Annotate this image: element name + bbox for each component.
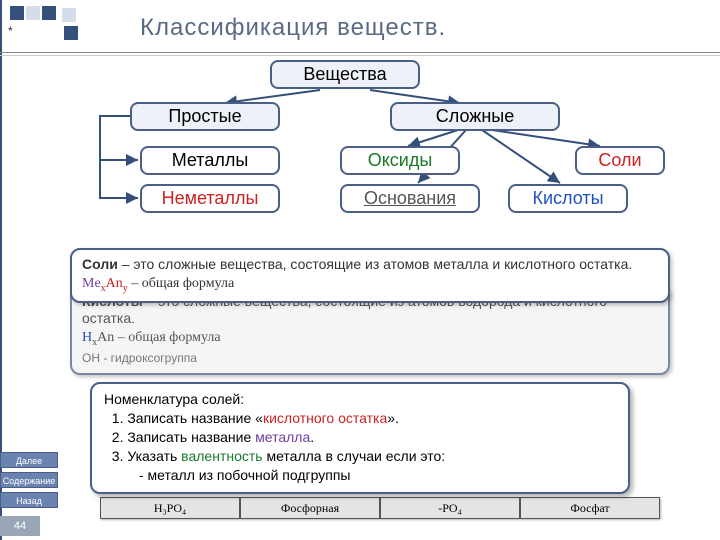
formula-tail: – общая формула <box>128 276 234 291</box>
card-salts-formula: MexAny – общая формула <box>82 276 234 291</box>
nav-back-button[interactable]: Назад <box>0 492 58 508</box>
nomen-2-em: металла <box>255 429 310 445</box>
acid-formula-tail: – общая формула <box>114 330 220 345</box>
card-acids-formula: НхAn – общая формула <box>82 330 221 345</box>
acid-formula-h: Н <box>82 330 92 345</box>
nomen-2-post: . <box>310 429 314 445</box>
nomen-3-sub: - металл из побочной подгруппы <box>104 467 350 483</box>
node-acids: Кислоты <box>508 184 628 213</box>
node-complex: Сложные <box>390 102 560 131</box>
node-bases[interactable]: Основания <box>340 184 480 213</box>
node-substances: Вещества <box>270 60 420 89</box>
card-salts-body: – это сложные вещества, состоящие из ато… <box>118 256 632 272</box>
table-cell: Фосфорная <box>240 497 380 519</box>
formula-an: An <box>106 276 123 291</box>
title-rule-1 <box>0 52 720 53</box>
definitions-stack: Соли – это сложные вещества, состоящие и… <box>70 248 670 381</box>
nomen-3-em: валентность <box>181 448 262 464</box>
slide-title: Классификация веществ. <box>140 14 446 42</box>
node-nonmetals: Неметаллы <box>140 184 280 213</box>
nomen-1-post: ». <box>387 410 399 426</box>
card-salts: Соли – это сложные вещества, состоящие и… <box>70 248 670 303</box>
nav-next-button[interactable]: Далее <box>0 452 58 468</box>
table-cell: Фосфат <box>520 497 660 519</box>
nomen-header: Номенклатура солей: <box>104 391 244 407</box>
page-number-badge: 44 <box>0 516 40 536</box>
formula-me: Me <box>82 276 101 291</box>
node-oxides: Оксиды <box>340 146 460 175</box>
card-acids-line2: OH - гидроксогруппа <box>82 351 197 365</box>
classification-diagram: Вещества Простые Сложные Металлы Неметал… <box>60 60 680 240</box>
acid-table-row: H₃PO₄ Фосфорная -PO₄ Фосфат <box>100 497 660 519</box>
card-salts-term: Соли <box>82 256 118 272</box>
title-rule-2 <box>0 55 720 56</box>
nomen-3-post: металла в случаи если это: <box>263 448 446 464</box>
star-marker: * <box>8 24 13 38</box>
corner-ornament <box>10 6 78 24</box>
nomen-3-pre: 3. Указать <box>112 448 181 464</box>
table-cell: -PO₄ <box>380 497 520 519</box>
node-salts: Соли <box>575 146 665 175</box>
card-nomenclature: Номенклатура солей: 1. Записать название… <box>90 382 630 494</box>
acid-formula-an: An <box>97 330 114 345</box>
nomen-2-pre: 2. Записать название <box>112 429 255 445</box>
node-simple: Простые <box>130 102 280 131</box>
node-metals: Металлы <box>140 146 280 175</box>
table-cell: H₃PO₄ <box>100 497 240 519</box>
nomen-1-em: кислотного остатка <box>263 410 387 426</box>
nav-contents-button[interactable]: Содержание <box>0 472 58 488</box>
nomen-1-pre: 1. Записать название « <box>112 410 263 426</box>
